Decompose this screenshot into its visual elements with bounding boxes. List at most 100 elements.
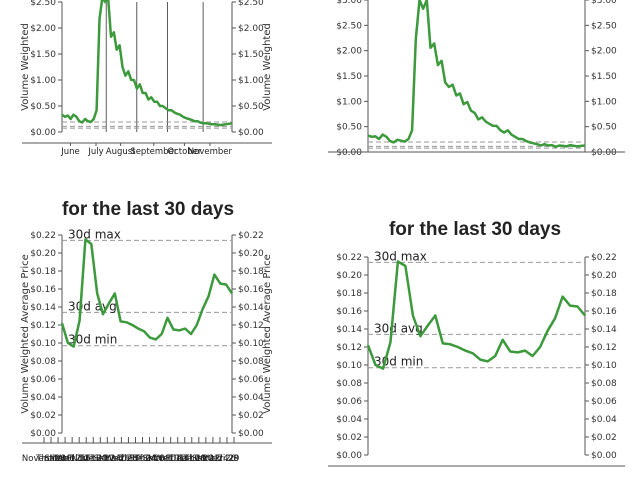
x-tick-label: Dec 16 bbox=[170, 454, 200, 464]
x-tick-label: November bbox=[22, 454, 67, 464]
y-tick-label-left: $0.16 bbox=[30, 285, 56, 295]
y-tick-label-left: $0.12 bbox=[30, 321, 56, 331]
y-tick-label-right: $1.00 bbox=[238, 76, 264, 86]
x-tick-label: Tue 04 bbox=[127, 454, 156, 464]
y-tick-label-right: $0.00 bbox=[591, 451, 617, 461]
x-tick-label: Mon 12 bbox=[49, 454, 80, 464]
heading-right: for the last 30 days bbox=[389, 219, 561, 240]
x-tick-label: Wed 12 bbox=[155, 454, 187, 464]
y-tick-label-left: $0.06 bbox=[336, 397, 362, 407]
y-tick-label-left: $2.00 bbox=[336, 47, 362, 57]
y-tick-label-left: $0.10 bbox=[30, 339, 56, 349]
x-tick-label: Tue 20 bbox=[78, 454, 107, 464]
y-axis-title-right: Volume Weighted bbox=[262, 23, 273, 111]
price-series-line bbox=[367, 0, 586, 149]
y-tick-label-right: $0.14 bbox=[238, 303, 264, 313]
y-axis-title-left: Volume Weighted Average Price bbox=[20, 254, 31, 414]
y-axis-title-right: Volume Weighted Average Price bbox=[262, 254, 273, 414]
y-tick-label-left: $0.20 bbox=[336, 271, 362, 281]
y-tick-label-left: $0.16 bbox=[336, 307, 362, 317]
y-tick-label-right: $0.50 bbox=[238, 102, 264, 112]
x-tick-label: Mon 10 bbox=[148, 454, 179, 464]
y-tick-label-right: $2.00 bbox=[238, 24, 264, 34]
price-series-line bbox=[61, 0, 233, 127]
x-tick-label: Sat 22 bbox=[192, 454, 219, 464]
y-tick-label-left: $0.12 bbox=[336, 343, 362, 353]
y-tick-label-right: $0.10 bbox=[591, 361, 617, 371]
x-tick-label: Fri 30 bbox=[117, 454, 141, 464]
x-tick-label: June bbox=[60, 147, 80, 157]
y-tick-label-right: $0.00 bbox=[238, 429, 264, 439]
y-tick-label-right: $0.04 bbox=[238, 393, 264, 403]
reference-label-avg: 30d avg bbox=[374, 321, 423, 335]
y-tick-label-left: $0.00 bbox=[336, 148, 362, 158]
y-tick-label-left: $0.50 bbox=[30, 102, 56, 112]
y-tick-label-right: $0.08 bbox=[591, 379, 617, 389]
x-tick-label: Dec 02 bbox=[120, 454, 150, 464]
y-tick-label-right: $2.50 bbox=[591, 21, 617, 31]
y-tick-label-right: $0.12 bbox=[591, 343, 617, 353]
x-tick-label: July bbox=[87, 147, 103, 157]
y-tick-label-right: $2.50 bbox=[238, 0, 264, 8]
y-tick-label-left: $0.04 bbox=[30, 393, 56, 403]
x-tick-label: Sat 24 bbox=[94, 454, 121, 464]
y-tick-label-right: $0.16 bbox=[238, 285, 264, 295]
y-tick-label-right: $0.20 bbox=[238, 249, 264, 259]
y-tick-label-left: $1.50 bbox=[30, 50, 56, 60]
y-tick-label-left: $0.00 bbox=[30, 128, 56, 138]
y-tick-label-right: $0.18 bbox=[238, 267, 264, 277]
y-tick-label-left: $0.20 bbox=[30, 249, 56, 259]
y-tick-label-right: $0.16 bbox=[591, 307, 617, 317]
y-tick-label-right: $2.00 bbox=[591, 47, 617, 57]
x-tick-label: Thu 20 bbox=[183, 454, 213, 464]
x-tick-label: Sat 08 bbox=[143, 454, 170, 464]
x-tick-label: October bbox=[167, 147, 202, 157]
y-tick-label-right: $0.10 bbox=[238, 339, 264, 349]
y-tick-label-right: $0.02 bbox=[591, 433, 617, 443]
heading-left: for the last 30 days bbox=[62, 199, 234, 220]
y-tick-label-left: $0.06 bbox=[30, 375, 56, 385]
price-series-line bbox=[60, 238, 234, 348]
y-tick-label-left: $0.02 bbox=[30, 411, 56, 421]
y-tick-label-left: $0.00 bbox=[336, 451, 362, 461]
x-tick-label: Fri 28 bbox=[215, 454, 239, 464]
y-tick-label-left: $1.50 bbox=[336, 72, 362, 82]
x-tick-label: Nov 18 bbox=[71, 454, 101, 464]
y-tick-label-right: $0.12 bbox=[238, 321, 264, 331]
y-tick-label-right: $0.08 bbox=[238, 357, 264, 367]
y-tick-label-right: $3.00 bbox=[591, 0, 617, 6]
y-tick-label-left: $0.18 bbox=[30, 267, 56, 277]
reference-label-max: 30d max bbox=[374, 249, 427, 263]
chart-top-right: $0.00 $0.00 $0.50 $0.50 $1.00 $1.00 $1.50 $1.50… bbox=[328, 0, 625, 158]
chart-bottom-left: $0.00 $0.00 $0.02 $0.02 $0.04 $0.04 $0.06 $0.06… bbox=[20, 227, 273, 464]
x-tick-label: Wed 28 bbox=[105, 454, 137, 464]
y-tick-label-right: $0.50 bbox=[591, 123, 617, 133]
y-tick-label-left: $1.00 bbox=[336, 97, 362, 107]
y-tick-label-right: $0.06 bbox=[591, 397, 617, 407]
chart-bottom-right: $0.00 $0.00 $0.02 $0.02 $0.04 $0.04 $0.06 $0.06… bbox=[328, 249, 625, 467]
x-tick-label: November bbox=[188, 147, 233, 157]
y-tick-label-left: $0.22 bbox=[336, 253, 362, 263]
y-tick-label-right: $0.22 bbox=[591, 253, 617, 263]
x-tick-label: Fri 14 bbox=[166, 454, 190, 464]
y-tick-label-right: $1.50 bbox=[591, 72, 617, 82]
y-tick-label-right: $0.18 bbox=[591, 289, 617, 299]
y-tick-label-left: $0.14 bbox=[336, 325, 362, 335]
reference-label-min: 30d min bbox=[68, 333, 117, 347]
y-tick-label-right: $0.06 bbox=[238, 375, 264, 385]
y-tick-label-right: $0.00 bbox=[238, 128, 264, 138]
chart-top-left: $0.00 $0.00 $0.50 $0.50 $1.00 $1.00 $1.50 $1.50… bbox=[20, 0, 273, 157]
y-tick-label-left: $0.02 bbox=[336, 433, 362, 443]
y-tick-label-left: $0.10 bbox=[336, 361, 362, 371]
y-tick-label-right: $0.02 bbox=[238, 411, 264, 421]
price-series-line bbox=[366, 260, 586, 370]
x-tick-label: Mon 24 bbox=[197, 454, 228, 464]
x-tick-label: Sat 10 bbox=[44, 454, 71, 464]
y-tick-label-left: $0.22 bbox=[30, 231, 56, 241]
y-tick-label-left: $0.14 bbox=[30, 303, 56, 313]
y-tick-label-right: $1.00 bbox=[591, 97, 617, 107]
y-tick-label-left: $0.00 bbox=[30, 429, 56, 439]
y-axis-title-left: Volume Weighted bbox=[20, 23, 31, 111]
x-tick-label: Fri 16 bbox=[67, 454, 91, 464]
y-tick-label-right: $0.22 bbox=[238, 231, 264, 241]
